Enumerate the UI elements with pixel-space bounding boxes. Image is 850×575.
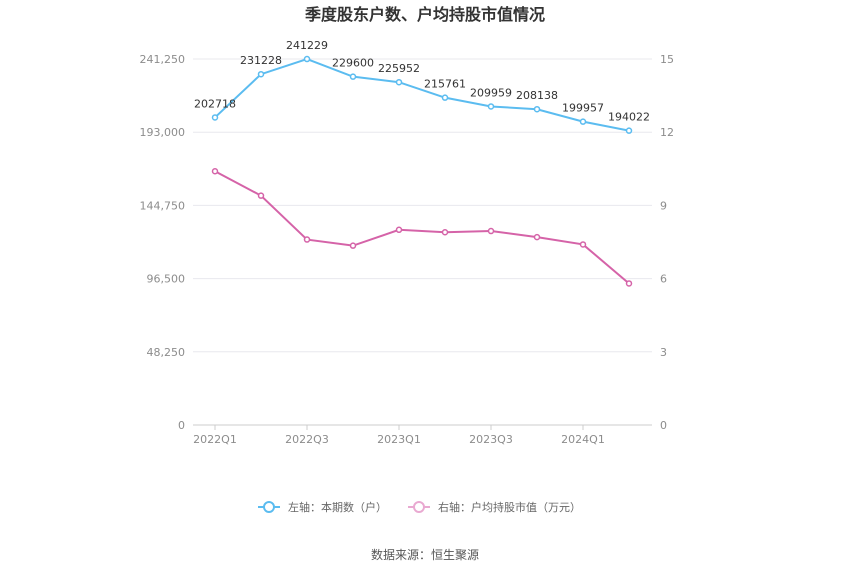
- data-point-0: [579, 118, 587, 125]
- left-tick-label: 96,500: [147, 273, 186, 286]
- data-point-1: [303, 236, 311, 243]
- data-label: 241229: [286, 39, 328, 52]
- x-tick-label: 2022Q1: [193, 433, 237, 446]
- legend-label-households: 左轴：本期数（户）: [288, 500, 387, 514]
- x-tick-label: 2023Q1: [377, 433, 421, 446]
- data-label: 202718: [194, 97, 236, 110]
- data-source: 数据来源：恒生聚源: [371, 547, 479, 562]
- chart-title: 季度股东户数、户均持股市值情况: [304, 5, 545, 24]
- right-tick-label: 9: [660, 199, 667, 212]
- data-label: 199957: [562, 102, 604, 115]
- left-tick-label: 144,750: [140, 199, 186, 212]
- left-tick-label: 0: [178, 419, 185, 432]
- right-tick-label: 15: [660, 53, 674, 66]
- x-tick-label: 2022Q3: [285, 433, 329, 446]
- data-label: 209959: [470, 86, 512, 99]
- grid: [193, 58, 652, 426]
- left-axis: 0 48,250 96,500 144,750 193,000 241,250: [140, 53, 186, 432]
- data-point-0: [349, 73, 357, 80]
- data-label: 231228: [240, 54, 282, 67]
- x-axis: 2022Q1 2022Q3 2023Q1 2023Q3 2024Q1: [193, 425, 605, 446]
- data-point-1: [441, 228, 449, 236]
- data-labels: 202718 231228 241229 229600 225952 215761 2099…: [194, 39, 650, 124]
- data-label: 225952: [378, 62, 420, 75]
- left-tick-label: 193,000: [140, 126, 186, 139]
- legend-item-avg-value[interactable]: 右轴：户均持股市值（万元）: [408, 500, 581, 514]
- data-label: 194022: [608, 111, 650, 124]
- data-point-0: [395, 78, 403, 86]
- right-tick-label: 0: [660, 419, 667, 432]
- legend-marker-avg-value: [413, 501, 425, 513]
- data-point-0: [625, 127, 633, 134]
- data-label: 229600: [332, 57, 374, 70]
- series-line-0: [214, 57, 630, 132]
- left-tick-label: 241,250: [140, 53, 186, 66]
- legend-label-avg-value: 右轴：户均持股市值（万元）: [438, 500, 581, 514]
- series-lines: [211, 55, 633, 287]
- legend-item-households[interactable]: 左轴：本期数（户）: [258, 500, 387, 514]
- data-point-1: [211, 167, 219, 175]
- x-tick-label: 2023Q3: [469, 433, 513, 446]
- data-point-1: [395, 226, 403, 234]
- data-point-0: [211, 114, 219, 121]
- data-label: 215761: [424, 78, 466, 91]
- x-tick-label: 2024Q1: [561, 433, 605, 446]
- right-tick-label: 12: [660, 126, 674, 139]
- data-point-1: [487, 227, 495, 235]
- data-point-0: [257, 70, 265, 78]
- data-point-1: [349, 242, 357, 249]
- data-point-1: [579, 241, 587, 248]
- legend[interactable]: 左轴：本期数（户） 右轴：户均持股市值（万元）: [258, 500, 581, 514]
- legend-marker-households: [263, 501, 275, 513]
- series-line-1: [214, 170, 630, 285]
- left-tick-label: 48,250: [147, 346, 186, 359]
- data-point-1: [257, 192, 265, 199]
- data-label: 208138: [516, 89, 558, 102]
- data-point-0: [487, 103, 495, 110]
- data-point-0: [441, 94, 449, 101]
- right-axis: 0 3 6 9 12 15: [660, 53, 674, 432]
- data-point-1: [625, 280, 633, 287]
- data-point-0: [533, 105, 541, 113]
- right-tick-label: 3: [660, 346, 667, 359]
- data-point-0: [303, 55, 311, 63]
- right-tick-label: 6: [660, 273, 667, 286]
- data-point-1: [533, 233, 541, 241]
